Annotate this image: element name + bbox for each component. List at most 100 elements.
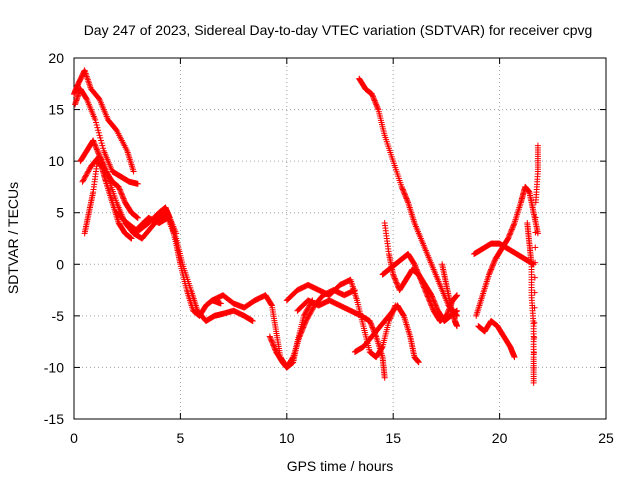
data-point <box>305 312 312 319</box>
data-point <box>369 93 376 100</box>
data-point <box>368 323 375 330</box>
data-point <box>80 177 87 184</box>
data-point <box>118 190 125 197</box>
data-point <box>506 232 513 239</box>
data-point <box>368 321 375 328</box>
data-point <box>91 141 98 148</box>
data-point <box>531 274 538 281</box>
data-point <box>118 191 125 198</box>
data-point <box>491 258 498 265</box>
data-point <box>411 261 418 268</box>
data-point <box>486 270 493 277</box>
data-point <box>391 274 398 281</box>
data-point <box>429 305 436 312</box>
data-point <box>119 194 126 201</box>
y-tick-label: 10 <box>48 153 64 169</box>
data-point <box>94 147 101 154</box>
data-point <box>534 142 541 149</box>
data-point <box>392 278 399 285</box>
data-point <box>393 280 400 287</box>
data-point <box>488 265 495 272</box>
data-point <box>270 342 277 349</box>
axis-ticks <box>73 57 607 420</box>
data-point <box>366 318 373 325</box>
series-track-15 <box>379 250 461 325</box>
data-point <box>454 292 461 299</box>
data-point <box>296 333 303 340</box>
data-point <box>298 328 305 335</box>
data-point <box>134 180 141 187</box>
data-point <box>414 269 421 276</box>
data-point <box>100 145 107 152</box>
data-point <box>99 142 106 149</box>
data-point <box>418 279 425 286</box>
data-point <box>79 178 86 185</box>
data-point <box>531 319 538 326</box>
data-point <box>420 283 427 290</box>
data-point <box>371 96 378 103</box>
data-point <box>415 271 422 278</box>
data-point <box>98 140 105 147</box>
data-point <box>508 227 515 234</box>
series-track-11 <box>294 297 388 381</box>
data-point <box>97 134 104 141</box>
data-point <box>86 165 93 172</box>
data-point <box>94 124 101 131</box>
data-point <box>400 189 407 196</box>
data-point <box>217 300 224 307</box>
data-point <box>307 308 314 315</box>
data-point <box>130 168 137 175</box>
data-point <box>82 173 89 180</box>
data-point <box>419 281 426 288</box>
data-point <box>427 299 434 306</box>
data-point <box>400 187 407 194</box>
data-point <box>369 324 376 331</box>
data-point <box>508 226 515 233</box>
data-point <box>306 311 313 318</box>
x-axis-label: GPS time / hours <box>287 458 394 474</box>
y-tick-label: -15 <box>44 411 64 427</box>
data-point <box>309 306 316 313</box>
data-point <box>268 337 275 344</box>
data-point <box>116 186 123 193</box>
data-point <box>402 192 409 199</box>
data-point <box>428 302 435 309</box>
data-point <box>507 229 514 236</box>
y-tick-label: 20 <box>48 50 64 66</box>
x-tick-label: 5 <box>177 430 185 446</box>
data-point <box>93 146 100 153</box>
data-point <box>301 320 308 327</box>
data-point <box>423 289 430 296</box>
data-point <box>121 196 128 203</box>
data-point <box>374 105 381 112</box>
data-point <box>115 183 122 190</box>
data-point <box>303 316 310 323</box>
series-track-12 <box>351 302 422 366</box>
data-point <box>413 265 420 272</box>
data-point <box>369 92 376 99</box>
data-point <box>422 287 429 294</box>
data-point <box>92 119 99 126</box>
data-point <box>302 318 309 325</box>
data-point <box>417 276 424 283</box>
y-tick-label: 0 <box>56 256 64 272</box>
data-point <box>485 271 492 278</box>
data-point <box>390 272 397 279</box>
data-point <box>399 185 406 192</box>
data-point <box>415 359 422 366</box>
data-point <box>506 231 513 238</box>
data-point <box>308 307 315 314</box>
series-track-7 <box>134 214 256 325</box>
data-point <box>94 149 101 156</box>
data-point <box>269 339 276 346</box>
data-point <box>490 261 497 268</box>
data-point <box>487 267 494 274</box>
data-point <box>128 235 135 242</box>
data-point <box>505 235 512 242</box>
data-point <box>414 267 421 274</box>
data-point <box>532 259 539 266</box>
data-point <box>507 230 514 237</box>
x-tick-label: 10 <box>279 430 295 446</box>
plot-frame <box>73 57 607 420</box>
